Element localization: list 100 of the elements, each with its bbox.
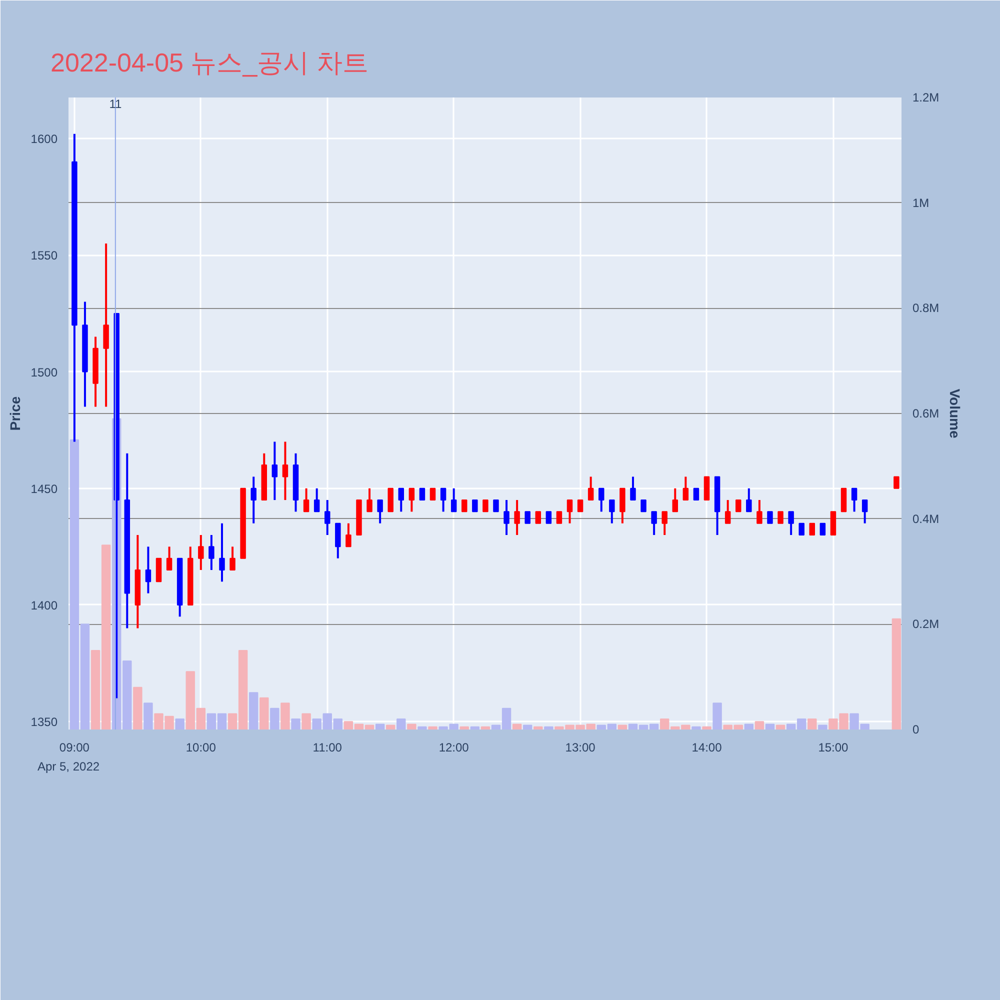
annotation: 11 [109, 96, 122, 111]
candlestick [504, 499, 510, 536]
candlestick [145, 546, 152, 594]
candlestick [103, 242, 109, 408]
candlestick [482, 500, 488, 512]
candlestick [566, 499, 573, 524]
candlestick [398, 487, 404, 513]
x-tick-label: 09:00 [59, 740, 90, 754]
bar [754, 721, 764, 730]
candlestick [682, 476, 689, 502]
candlestick [735, 500, 742, 512]
bar [512, 724, 522, 730]
candlestick [851, 487, 858, 513]
bar [470, 726, 480, 730]
candlestick [314, 487, 320, 513]
bar [712, 702, 722, 730]
x-tick-label: 10:00 [186, 740, 216, 754]
bar [144, 702, 153, 730]
candlestick [198, 534, 204, 571]
bar [375, 724, 385, 730]
candlestick [388, 488, 394, 512]
bar [248, 692, 258, 730]
candlestick [820, 522, 826, 536]
bar [808, 718, 817, 730]
candlestick [788, 510, 794, 536]
candlestick [493, 500, 499, 512]
x-tick-label: 11:00 [312, 740, 342, 754]
candlestick [767, 511, 773, 524]
bar [428, 726, 438, 730]
candlestick [798, 522, 804, 536]
bar [407, 724, 416, 730]
bar [418, 726, 427, 730]
candlestick [609, 499, 615, 524]
text: Apr 5, 2022 [38, 760, 100, 774]
bar [396, 718, 406, 730]
candlestick [208, 534, 214, 571]
bar [386, 724, 396, 730]
candlestick [746, 487, 752, 513]
candlestick [440, 487, 446, 513]
y-tick-label: 1400 [30, 598, 58, 612]
bar [133, 686, 142, 730]
candlestick [156, 558, 162, 582]
bar [522, 724, 532, 730]
candlestick [546, 511, 552, 524]
bar [702, 726, 712, 730]
y2-tick-label: 0.6M [912, 406, 940, 420]
candlestick [630, 476, 636, 502]
y-tick-label: 1450 [30, 482, 58, 496]
candlestick [419, 488, 426, 501]
bar [260, 697, 269, 730]
bar [480, 726, 490, 730]
candlestick [724, 499, 731, 524]
candlestick [408, 487, 415, 513]
bar [270, 708, 280, 730]
candlestick [535, 511, 542, 524]
y2-tick-label: 1M [912, 196, 930, 210]
candlestick [598, 487, 604, 513]
bar [302, 713, 311, 730]
candlestick [862, 499, 868, 524]
bar [544, 726, 554, 730]
candlestick [894, 476, 900, 489]
candlestick [524, 511, 530, 524]
candlestick [662, 510, 668, 536]
candlestick [556, 511, 562, 524]
y2-tick-label: 0.4M [912, 512, 940, 526]
candlestick [461, 500, 468, 512]
candlestick [577, 500, 584, 512]
y2-tick-label: 0.2M [912, 617, 940, 632]
candlestick [514, 499, 520, 536]
candlestick [324, 499, 330, 536]
candlestick [272, 440, 278, 502]
candlestick [282, 440, 288, 502]
y-tick-label: 1550 [30, 248, 58, 263]
candlestick [651, 510, 657, 536]
candlestick [250, 476, 256, 524]
y-axis-title: Price [6, 396, 23, 431]
x-tick-label: 15:00 [818, 740, 849, 754]
y-tick-label: 1350 [30, 715, 58, 730]
candlestick [450, 487, 457, 513]
candlestick [430, 488, 436, 501]
candlestick [620, 487, 626, 524]
y2-axis-title: Volume [947, 388, 964, 438]
bar [744, 724, 754, 730]
candlestick [778, 511, 784, 524]
bar [175, 718, 184, 730]
candlestick [588, 476, 594, 502]
candlestick [840, 488, 847, 512]
x-tick-label: 12:00 [438, 740, 470, 754]
bar [818, 724, 828, 730]
bar [460, 726, 469, 730]
chart-title: 2022-04-05 뉴스_공시 차트 [50, 48, 368, 78]
candlestick [346, 522, 352, 548]
candlestick [472, 500, 478, 512]
candlestick [335, 522, 341, 560]
candlestick [640, 500, 646, 512]
bar [765, 724, 775, 730]
bar [692, 726, 701, 730]
candlestick [693, 488, 700, 501]
candlestick [672, 487, 678, 513]
bar [280, 702, 290, 730]
